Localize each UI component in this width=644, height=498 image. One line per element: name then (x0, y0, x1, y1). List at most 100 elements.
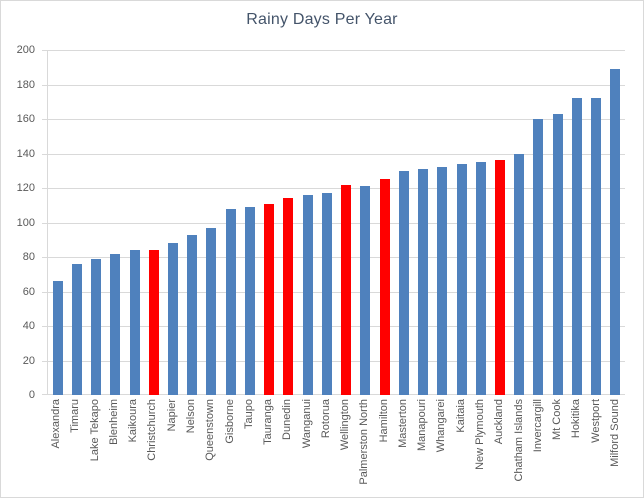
x-axis-category-label: Palmerston North (358, 399, 371, 485)
bar-column (106, 50, 125, 395)
x-axis-label-cell: Hamilton (375, 399, 394, 495)
bar-column (529, 50, 548, 395)
bar[interactable] (571, 98, 582, 395)
y-axis-tick-mark (42, 257, 47, 258)
gridline (48, 119, 625, 120)
gridline (48, 394, 625, 395)
x-axis-category-label: Wellington (339, 399, 352, 451)
gridline (48, 84, 625, 86)
y-axis-tick-mark (42, 84, 47, 86)
bar[interactable] (168, 243, 179, 395)
x-axis-label-cell: Milford Sound (606, 399, 625, 495)
bar[interactable] (187, 234, 198, 395)
bar[interactable] (244, 206, 255, 395)
gridline (48, 188, 625, 189)
bar[interactable] (591, 98, 602, 395)
bar[interactable] (360, 186, 371, 395)
bar[interactable] (91, 258, 102, 395)
gridline (48, 222, 625, 224)
bar[interactable] (475, 162, 486, 395)
plot-area (47, 50, 625, 395)
bar-column (356, 50, 375, 395)
y-axis-tick-mark (42, 326, 47, 327)
bar[interactable] (437, 167, 448, 395)
bar-highlighted[interactable] (283, 198, 294, 395)
x-axis-category-label: Kaitaia (454, 399, 467, 433)
bar[interactable] (129, 250, 140, 395)
x-axis-label-cell: Rotorua (317, 399, 336, 495)
bar[interactable] (514, 153, 525, 395)
x-axis-category-label: Manapouri (416, 399, 429, 451)
x-axis-category-label: Chatham Islands (512, 399, 525, 482)
x-axis-category-label: Alexandra (50, 399, 63, 449)
bar[interactable] (456, 163, 467, 395)
x-axis-label-cell: Whangarei (432, 399, 451, 495)
x-axis-label-cell: Christchurch (143, 399, 162, 495)
bar-column (452, 50, 471, 395)
x-axis-category-label: Rotorua (319, 399, 332, 439)
x-axis-label-cell: Westport (586, 399, 605, 495)
x-axis-category-label: Mt Cook (551, 399, 564, 440)
bar-highlighted[interactable] (264, 203, 275, 395)
x-axis-category-label: Nelson (184, 399, 197, 434)
gridline (48, 291, 625, 293)
x-axis-label-cell: Taupo (240, 399, 259, 495)
y-axis-tick-label: 180 (16, 78, 35, 91)
chart-title: Rainy Days Per Year (246, 11, 398, 28)
bar[interactable] (610, 68, 621, 395)
x-axis-label-cell: Palmerston North (355, 399, 374, 495)
x-axis-label-cell: Hokitika (567, 399, 586, 495)
x-axis-label-cell: Wellington (336, 399, 355, 495)
x-axis-label-cell: Mt Cook (548, 399, 567, 495)
x-axis-category-label: Gisborne (223, 399, 236, 444)
x-axis-category-label: Napier (165, 399, 178, 432)
bar-column (413, 50, 432, 395)
bar-highlighted[interactable] (148, 250, 159, 395)
bar-column (471, 50, 490, 395)
y-axis-tick-label: 80 (22, 251, 35, 263)
y-axis-tick-mark (42, 291, 47, 293)
bar[interactable] (206, 227, 217, 395)
x-axis-category-label: Milford Sound (608, 399, 621, 467)
y-axis-tick-label: 100 (16, 216, 35, 229)
bar-column (433, 50, 452, 395)
x-axis-category-label: Dunedin (281, 399, 294, 440)
x-axis-label-cell: Gisborne (220, 399, 239, 495)
bar[interactable] (225, 208, 236, 395)
bar[interactable] (302, 194, 313, 395)
y-axis-tick-label: 120 (16, 182, 35, 194)
bar[interactable] (52, 281, 63, 395)
x-axis-label-cell: Nelson (182, 399, 201, 495)
bar[interactable] (533, 119, 544, 395)
x-axis-label-cell: Blenheim (105, 399, 124, 495)
bar-column (202, 50, 221, 395)
bar-highlighted[interactable] (495, 160, 505, 395)
bar[interactable] (110, 253, 121, 395)
x-axis-label-cell: Timaru (66, 399, 85, 495)
bar-column (606, 50, 625, 395)
bar-highlighted[interactable] (341, 184, 352, 395)
x-axis-category-label: New Plymouth (473, 399, 486, 470)
bar[interactable] (398, 170, 409, 395)
bar-highlighted[interactable] (379, 179, 390, 395)
bar[interactable] (418, 169, 429, 395)
plot-wrap: 0 20 40 60 80 100 120 140 160 180 200 (1, 44, 625, 401)
bar[interactable] (552, 113, 563, 395)
x-axis-category-label: Auckland (493, 399, 506, 445)
x-axis-category-label: Hokitika (570, 399, 583, 439)
bar-column (587, 50, 606, 395)
x-axis-label-cell: Napier (163, 399, 182, 495)
y-axis-tick-mark (42, 222, 47, 224)
bar-column (163, 50, 182, 395)
bar[interactable] (71, 263, 82, 395)
bar[interactable] (321, 193, 332, 395)
x-axis-label-cell: Kaitaia (452, 399, 471, 495)
bar-column (279, 50, 298, 395)
bar-column (510, 50, 529, 395)
x-axis-label-cell: Invercargill (529, 399, 548, 495)
gridline (48, 326, 625, 327)
bar-column (183, 50, 202, 395)
bar-column (490, 50, 509, 395)
bar-column (67, 50, 86, 395)
